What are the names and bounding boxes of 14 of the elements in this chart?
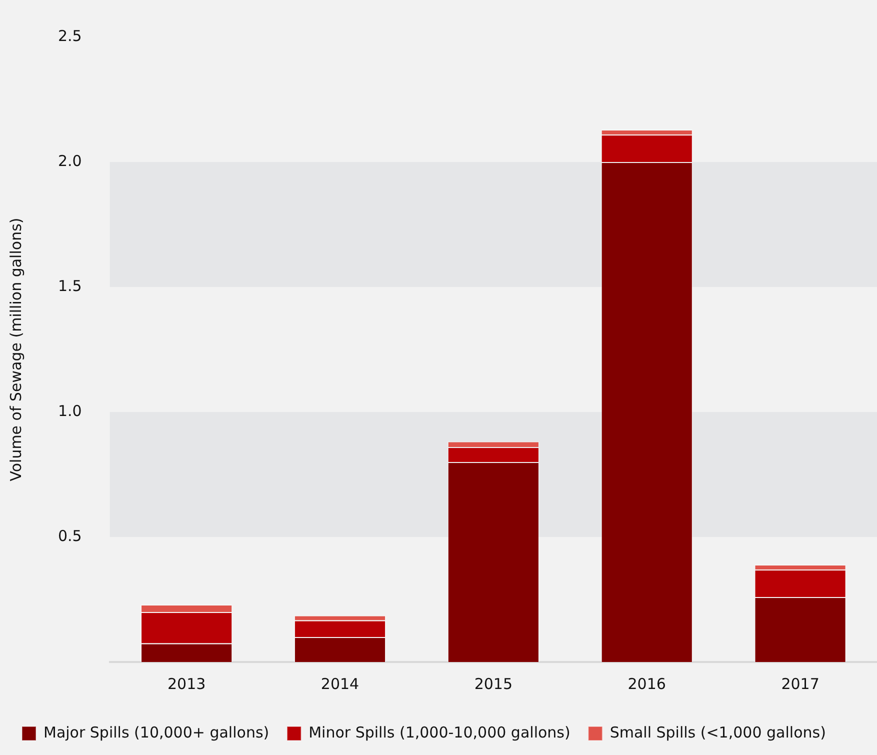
x-tick-label: 2015 bbox=[474, 674, 513, 693]
y-tick-label: 1.0 bbox=[58, 402, 82, 420]
legend-label: Minor Spills (1,000-10,000 gallons) bbox=[308, 723, 570, 742]
x-tick-label: 2014 bbox=[320, 674, 360, 693]
legend-label: Small Spills (<1,000 gallons) bbox=[610, 723, 826, 742]
x-tick-label: 2013 bbox=[167, 674, 206, 693]
y-tick-label: 2.0 bbox=[58, 152, 82, 170]
y-tick-label: 1.5 bbox=[58, 276, 82, 295]
x-tick-label: 2016 bbox=[628, 674, 666, 693]
y-tick-label: 0.5 bbox=[58, 526, 82, 545]
legend-label: Major Spills (10,000+ gallons) bbox=[44, 723, 270, 742]
y-tick-label: 2.5 bbox=[58, 26, 82, 45]
x-tick-label: 2017 bbox=[781, 674, 820, 693]
y-axis-title: Volume of Sewage (million gallons) bbox=[6, 218, 25, 482]
